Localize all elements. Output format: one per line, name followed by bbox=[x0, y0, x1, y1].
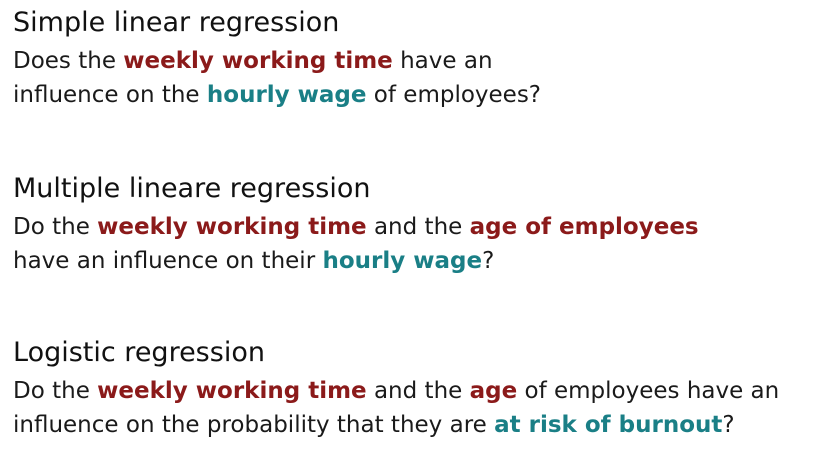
question-text: Do the bbox=[13, 378, 98, 404]
independent-variable: weekly working time bbox=[123, 48, 393, 74]
question-text: of employees have an bbox=[517, 378, 780, 404]
dependent-variable: hourly wage bbox=[206, 82, 367, 108]
question-text: and the bbox=[366, 214, 470, 240]
independent-variable: weekly working time bbox=[97, 378, 367, 404]
question-text: Does the bbox=[13, 48, 124, 74]
dependent-variable: hourly wage bbox=[322, 248, 483, 274]
section-heading: Logistic regression bbox=[13, 337, 265, 368]
section-heading: Simple linear regression bbox=[13, 7, 340, 38]
question-text: influence on the probability that they a… bbox=[13, 412, 495, 438]
question-text: ? bbox=[722, 412, 735, 438]
question-text: influence on the bbox=[13, 82, 207, 108]
question-text: have an influence on their bbox=[13, 248, 323, 274]
research-question: Does the weekly working time have an inf… bbox=[13, 44, 818, 112]
section-logistic-regression: Logistic regression Do the weekly workin… bbox=[13, 336, 818, 442]
question-line: Does the weekly working time have an bbox=[13, 44, 818, 78]
independent-variable: weekly working time bbox=[97, 214, 367, 240]
section-multiple-linear-regression: Multiple lineare regression Do the weekl… bbox=[13, 172, 818, 278]
independent-variable: age bbox=[469, 378, 518, 404]
question-text: and the bbox=[366, 378, 470, 404]
independent-variable: age of employees bbox=[469, 214, 699, 240]
question-line: Do the weekly working time and the age o… bbox=[13, 374, 818, 408]
question-line: have an influence on their hourly wage? bbox=[13, 244, 818, 278]
section-simple-linear-regression: Simple linear regression Does the weekly… bbox=[13, 6, 818, 112]
section-heading: Multiple lineare regression bbox=[13, 173, 371, 204]
question-text: of employees? bbox=[366, 82, 542, 108]
question-text: ? bbox=[482, 248, 495, 274]
question-line: influence on the hourly wage of employee… bbox=[13, 78, 818, 112]
research-question: Do the weekly working time and the age o… bbox=[13, 374, 818, 442]
question-line: influence on the probability that they a… bbox=[13, 408, 818, 442]
question-text: have an bbox=[392, 48, 493, 74]
question-line: Do the weekly working time and the age o… bbox=[13, 210, 818, 244]
research-question: Do the weekly working time and the age o… bbox=[13, 210, 818, 278]
dependent-variable: at risk of burnout bbox=[494, 412, 723, 438]
question-text: Do the bbox=[13, 214, 98, 240]
